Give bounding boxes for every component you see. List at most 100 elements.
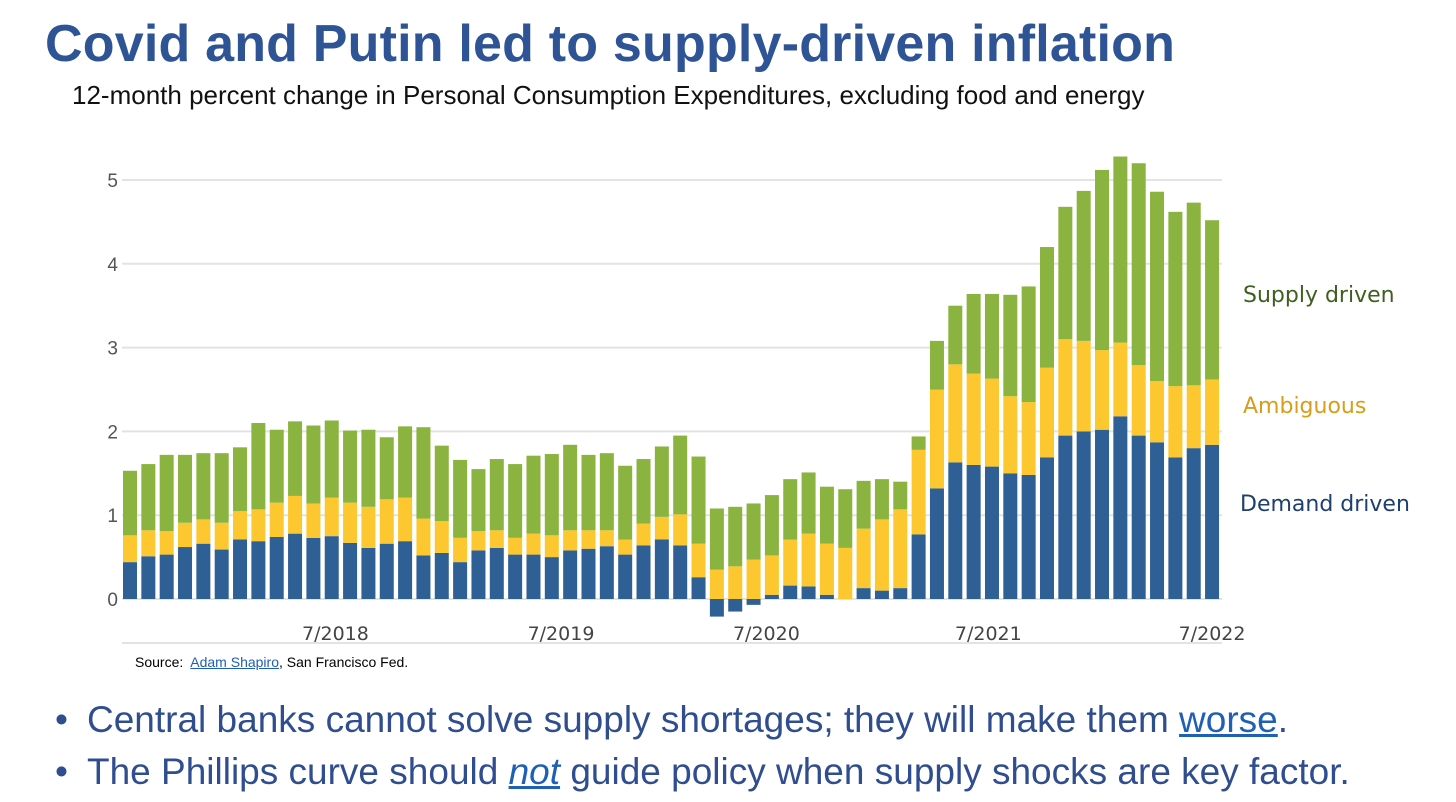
bar-demand (196, 543, 211, 599)
bar-ambiguous (893, 509, 908, 589)
bar-ambiguous (874, 519, 889, 591)
bar-supply (1021, 286, 1036, 403)
bar-supply (324, 420, 339, 498)
x-tick-label: 7/2019 (528, 623, 595, 645)
bar-demand (1021, 474, 1036, 599)
source-link[interactable]: Adam Shapiro (190, 654, 279, 670)
bar-supply (838, 489, 853, 548)
bar-ambiguous (728, 566, 743, 599)
bar-ambiguous (563, 530, 578, 551)
bars (123, 156, 1220, 617)
bar-supply (874, 479, 889, 520)
bar-supply (984, 293, 999, 379)
bar-supply (233, 447, 248, 512)
bar-ambiguous (1076, 340, 1091, 432)
bar-supply (123, 470, 137, 536)
bar-ambiguous (416, 518, 431, 556)
bar-demand (398, 541, 413, 599)
source-prefix: Source: (135, 654, 184, 670)
bar-supply (563, 444, 578, 531)
bullet-list: • Central banks cannot solve supply short… (55, 694, 1350, 798)
bar-ambiguous (966, 373, 981, 465)
bar-supply (673, 435, 688, 515)
bar-ambiguous (214, 522, 229, 550)
bar-demand (544, 557, 559, 599)
worse-link[interactable]: worse (1179, 699, 1278, 740)
bar-demand (1186, 448, 1201, 599)
bar-supply (1205, 220, 1220, 380)
bar-supply (1076, 190, 1091, 341)
bar-ambiguous (434, 521, 449, 553)
bar-ambiguous (141, 530, 156, 557)
bar-demand (893, 588, 908, 599)
bar-ambiguous (581, 530, 596, 549)
bar-ambiguous (691, 543, 706, 578)
bar-ambiguous (654, 516, 669, 540)
y-tick-label: 2 (107, 422, 118, 443)
bar-supply (508, 464, 523, 538)
bar-demand (783, 585, 798, 599)
bar-ambiguous (911, 449, 926, 535)
bullet-dot: • (55, 751, 68, 792)
legend-ambiguous: Ambiguous (1243, 394, 1366, 419)
bar-supply (1040, 247, 1054, 368)
bar-ambiguous (929, 389, 944, 489)
bar-demand (141, 556, 156, 599)
bar-ambiguous (1040, 367, 1054, 458)
bar-ambiguous (838, 547, 853, 599)
not-link[interactable]: not (508, 751, 561, 792)
bar-supply (709, 508, 724, 570)
x-tick-labels: 7/2018 7/2019 7/2020 7/2021 7/2022 (302, 623, 1245, 645)
bar-ambiguous (361, 506, 376, 548)
bar-ambiguous (288, 495, 303, 534)
bar-supply (306, 425, 321, 504)
bar-ambiguous (508, 537, 523, 555)
bar-ambiguous (856, 528, 871, 589)
bar-ambiguous (1168, 386, 1183, 458)
bullet-item: • The Phillips curve should not guide pol… (55, 746, 1350, 798)
bar-demand (673, 545, 688, 599)
stacked-bar-chart: 0 1 2 3 4 5 7/2018 7/2019 7/2020 7/2021 7/2022 De… (107, 156, 1410, 645)
legend-supply: Supply driven (1243, 283, 1395, 308)
bar-supply (856, 480, 871, 529)
bar-supply (398, 426, 413, 498)
bar-supply (728, 506, 743, 567)
legend-demand: Demand driven (1240, 492, 1410, 517)
bar-demand (178, 547, 193, 599)
y-tick-label: 3 (107, 339, 118, 360)
bar-demand (453, 562, 468, 599)
bar-demand (434, 552, 449, 599)
bar-supply (269, 429, 284, 503)
bar-demand (251, 541, 266, 599)
bar-demand (618, 554, 633, 599)
bar-ambiguous (948, 364, 963, 463)
bar-supply (1095, 169, 1110, 351)
x-tick-label: 7/2021 (955, 623, 1022, 645)
y-tick-label: 4 (107, 255, 118, 276)
bar-ambiguous (471, 531, 486, 551)
bar-demand (856, 588, 871, 599)
bar-ambiguous (1113, 342, 1128, 417)
bar-ambiguous (801, 533, 816, 587)
bar-supply (636, 459, 651, 524)
bar-ambiguous (1058, 339, 1073, 436)
y-tick-label: 5 (107, 171, 118, 192)
slide-title: Covid and Putin led to supply-driven inf… (45, 15, 1176, 73)
gridlines (122, 179, 1222, 644)
bar-demand (636, 545, 651, 599)
bar-supply (893, 481, 908, 510)
y-tick-labels: 0 1 2 3 4 5 (107, 171, 118, 611)
bar-demand (361, 547, 376, 599)
bar-supply (453, 459, 468, 538)
bar-demand (691, 577, 706, 599)
bar-demand (581, 548, 596, 599)
bullet-dot: • (55, 699, 68, 740)
bar-supply (196, 453, 211, 520)
bar-supply (361, 429, 376, 507)
bar-ambiguous (1150, 381, 1165, 443)
bar-supply (178, 454, 193, 523)
bar-ambiguous (324, 497, 339, 537)
bar-supply (1150, 191, 1165, 382)
source-note: Source: Adam Shapiro, San Francisco Fed. (135, 654, 408, 670)
bar-supply (1003, 294, 1018, 397)
